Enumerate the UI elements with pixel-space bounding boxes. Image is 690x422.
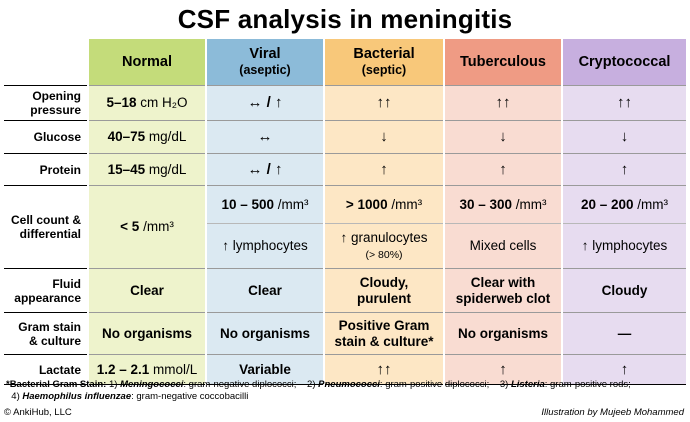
differential-bacterial: ↑ granulocytes (> 80%)	[323, 223, 444, 269]
opening-pressure-tuberculous: ↑↑	[443, 85, 562, 121]
glucose-viral: ↔	[205, 120, 324, 154]
fluid-cryptococcal: Cloudy	[561, 268, 686, 313]
differential-cryptococcal: ↑ lymphocytes	[561, 223, 686, 269]
opening-pressure-normal: 5–18 cm H₂O	[87, 85, 206, 121]
header-viral: Viral (aseptic)	[205, 39, 324, 86]
cell-count-bacterial: > 1000 /mm³	[323, 185, 444, 224]
glucose-cryptococcal: ↓	[561, 120, 686, 154]
footnote-pneumococci: Pneumococci	[318, 379, 380, 390]
row-label-lactate: Lactate	[4, 354, 88, 385]
gram-bacterial: Positive Gram stain & culture*	[323, 312, 444, 355]
footnote-haemophilus: Haemophilus influenzae	[22, 391, 132, 402]
row-label-glucose: Glucose	[4, 120, 88, 154]
opening-pressure-bacterial: ↑↑	[323, 85, 444, 121]
header-bacterial-sub: (septic)	[361, 63, 407, 77]
page-title: CSF analysis in meningitis	[177, 4, 513, 34]
row-protein: Protein 15–45 mg/dL ↔ / ↑ ↑ ↑ ↑	[4, 153, 686, 186]
gram-cryptococcal: —	[561, 312, 686, 355]
gram-tuberculous: No organisms	[443, 312, 562, 355]
row-label-protein: Protein	[4, 153, 88, 186]
row-lactate: Lactate 1.2 – 2.1 mmol/L Variable ↑↑ ↑ ↑	[4, 354, 686, 385]
footnote: *Bacterial Gram Stain: 1) Meningococci: …	[6, 379, 631, 402]
header-viral-sub: (aseptic)	[239, 63, 291, 77]
gram-normal: No organisms	[87, 312, 206, 355]
fluid-bacterial: Cloudy, purulent	[323, 268, 444, 313]
lactate-bacterial: ↑↑	[323, 354, 444, 385]
row-label-fluid-appearance: Fluid appearance	[4, 268, 88, 313]
row-label-cell-count: Cell count & differential	[4, 185, 88, 269]
row-gram-stain: Gram stain & culture No organisms No orga…	[4, 312, 686, 355]
opening-pressure-viral: ↔ / ↑	[205, 85, 324, 121]
differential-tuberculous: Mixed cells	[443, 223, 562, 269]
fluid-tuberculous: Clear with spiderweb clot	[443, 268, 562, 313]
fluid-normal: Clear	[87, 268, 206, 313]
header-cryptococcal: Cryptococcal	[561, 39, 686, 86]
cell-count-viral: 10 – 500 /mm³	[205, 185, 324, 224]
header-viral-label: Viral	[249, 46, 281, 62]
glucose-normal: 40–75 mg/dL	[87, 120, 206, 154]
illustration-credit: Illustration by Mujeeb Mohammed	[541, 407, 684, 418]
row-glucose: Glucose 40–75 mg/dL ↔ ↓ ↓ ↓	[4, 120, 686, 154]
cell-count-normal: < 5 /mm³	[87, 185, 206, 269]
protein-normal: 15–45 mg/dL	[87, 153, 206, 186]
fluid-viral: Clear	[205, 268, 324, 313]
differential-viral: ↑ lymphocytes	[205, 223, 324, 269]
corner-cell	[4, 39, 88, 86]
row-label-opening-pressure: Opening pressure	[4, 85, 88, 121]
glucose-bacterial: ↓	[323, 120, 444, 154]
lactate-tuberculous: ↑	[443, 354, 562, 385]
lactate-viral: Variable	[205, 354, 324, 385]
header-normal: Normal	[87, 39, 206, 86]
protein-viral: ↔ / ↑	[205, 153, 324, 186]
header-normal-label: Normal	[122, 54, 172, 70]
cell-count-cryptococcal: 20 – 200 /mm³	[561, 185, 686, 224]
row-label-gram-stain: Gram stain & culture	[4, 312, 88, 355]
copyright: © AnkiHub, LLC	[4, 407, 72, 418]
protein-cryptococcal: ↑	[561, 153, 686, 186]
header-cryptococcal-label: Cryptococcal	[578, 54, 671, 70]
gram-viral: No organisms	[205, 312, 324, 355]
lactate-cryptococcal: ↑	[561, 354, 686, 385]
protein-bacterial: ↑	[323, 153, 444, 186]
row-cell-count: Cell count & differential < 5 /mm³ 10 – 5…	[4, 185, 686, 269]
row-fluid-appearance: Fluid appearance Clear Clear Cloudy, purul…	[4, 268, 686, 313]
footnote-meningococci: Meningococci	[120, 379, 184, 390]
header-tuberculous-label: Tuberculous	[460, 54, 546, 70]
protein-tuberculous: ↑	[443, 153, 562, 186]
header-tuberculous: Tuberculous	[443, 39, 562, 86]
header-bacterial-label: Bacterial	[353, 46, 415, 62]
footnote-listeria: Listeria	[510, 379, 545, 390]
cell-count-tuberculous: 30 – 300 /mm³	[443, 185, 562, 224]
header-row: Normal Viral (aseptic) Bacterial (septic) …	[4, 39, 686, 86]
opening-pressure-cryptococcal: ↑↑	[561, 85, 686, 121]
lactate-normal: 1.2 – 2.1 mmol/L	[87, 354, 206, 385]
csf-table: Normal Viral (aseptic) Bacterial (septic) …	[4, 39, 686, 385]
footnote-lead: *Bacterial Gram Stain:	[6, 379, 107, 390]
row-differential: ↑ lymphocytes ↑ granulocytes (> 80%) Mixe…	[4, 223, 686, 269]
header-bacterial: Bacterial (septic)	[323, 39, 444, 86]
glucose-tuberculous: ↓	[443, 120, 562, 154]
row-opening-pressure: Opening pressure 5–18 cm H₂O ↔ / ↑ ↑↑ ↑↑ …	[4, 85, 686, 121]
